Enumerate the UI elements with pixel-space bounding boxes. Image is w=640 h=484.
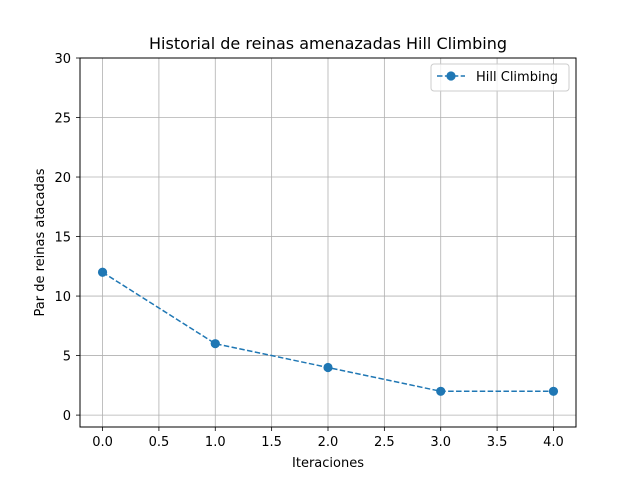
- data-point: [323, 362, 333, 373]
- grid-lines: [80, 57, 576, 427]
- data-point: [548, 386, 559, 396]
- y-tick-label: 5: [63, 350, 71, 365]
- legend-box: [430, 63, 570, 92]
- x-tick-label: 0.5: [149, 435, 170, 450]
- y-tick-label: 30: [54, 52, 71, 67]
- data-point: [97, 267, 108, 277]
- y-tick-label: 20: [54, 171, 71, 186]
- x-tick-label: 1.0: [205, 435, 226, 450]
- x-axis-label: Iteraciones: [292, 456, 364, 471]
- y-tick-label: 25: [54, 112, 71, 127]
- y-tick-label: 10: [54, 290, 71, 305]
- y-axis-label: Par de reinas atacadas: [33, 168, 48, 316]
- x-tick-label: 1.5: [261, 435, 282, 450]
- y-tick-label: 0: [63, 409, 71, 424]
- y-tick-label: 15: [54, 231, 71, 246]
- x-tick-label: 0.0: [92, 435, 113, 450]
- data-point: [210, 339, 220, 349]
- chart-title: Historial de reinas amenazadas Hill Clim…: [149, 34, 507, 53]
- x-tick-label: 2.0: [318, 435, 339, 450]
- x-tick-label: 4.0: [543, 435, 564, 450]
- data-point: [436, 386, 446, 396]
- legend-label: Hill Climbing: [476, 70, 558, 85]
- data-series: [97, 267, 559, 396]
- legend: Hill Climbing: [430, 63, 570, 92]
- x-tick-label: 3.0: [430, 435, 451, 450]
- x-tick-label: 2.5: [374, 435, 395, 450]
- x-tick-label: 3.5: [487, 435, 508, 450]
- axis-ticks: 0.0 0.5 1.0 1.5 2.0 2.5 3.0 3.5 4.0 0 5 10 15 20 25 30: [54, 52, 563, 450]
- legend-marker: [446, 71, 456, 81]
